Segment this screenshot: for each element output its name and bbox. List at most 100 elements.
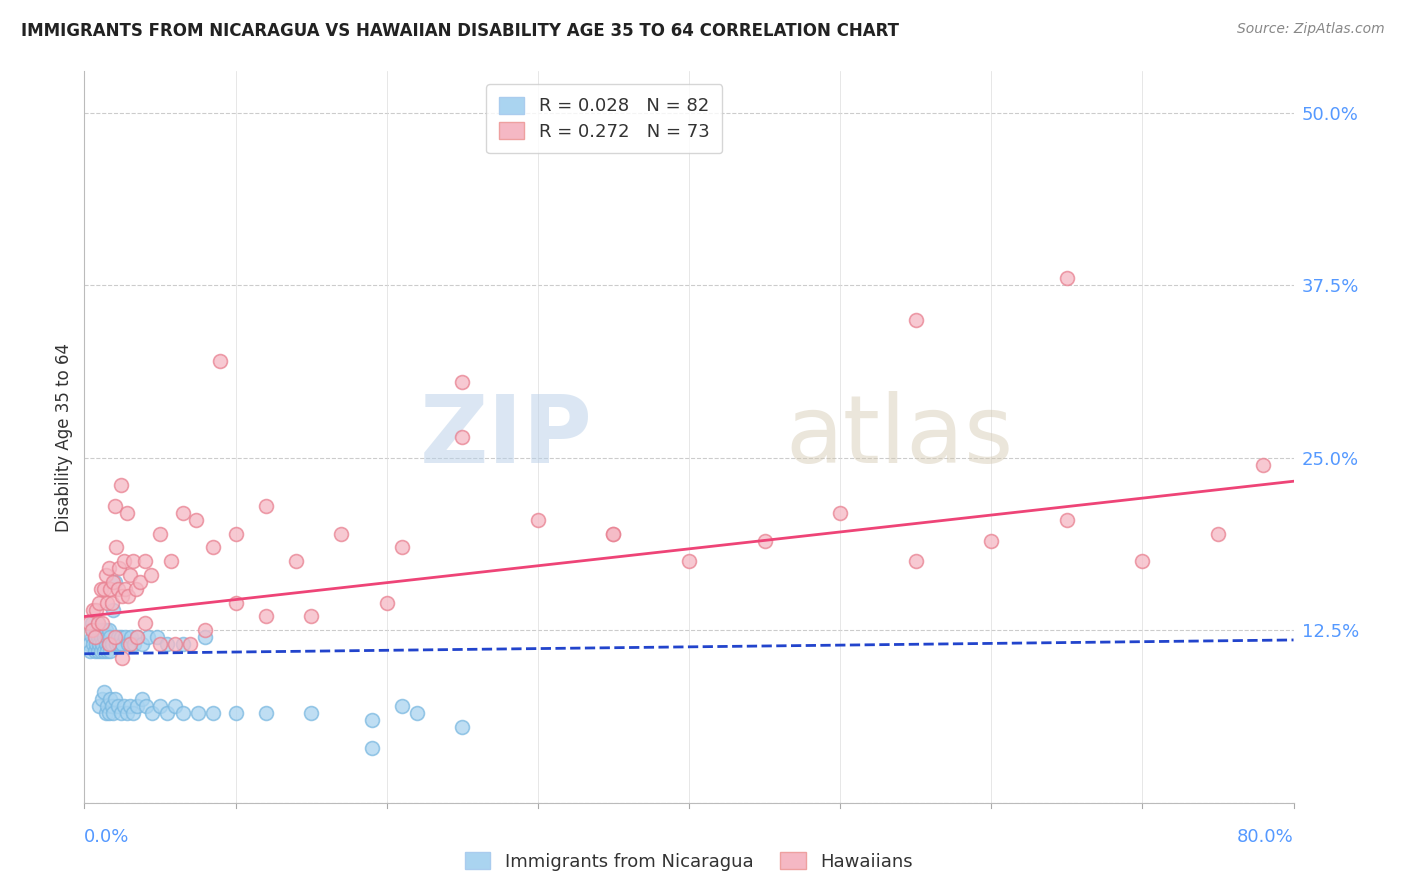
Point (1206, 526, 1229, 541)
Point (149, 526, 172, 541)
Point (89, 637, 111, 651)
Point (107, 630, 129, 644)
Point (97, 637, 120, 651)
Point (139, 568, 162, 582)
Point (406, 706, 429, 720)
Point (101, 706, 124, 720)
Y-axis label: Disability Age 35 to 64: Disability Age 35 to 64 (55, 343, 73, 532)
Point (98, 692, 121, 706)
Point (117, 589, 139, 603)
Point (111, 637, 134, 651)
Text: 80.0%: 80.0% (1237, 828, 1294, 846)
Point (87, 630, 110, 644)
Text: IMMIGRANTS FROM NICARAGUA VS HAWAIIAN DISABILITY AGE 35 TO 64 CORRELATION CHART: IMMIGRANTS FROM NICARAGUA VS HAWAIIAN DI… (21, 22, 898, 40)
Point (172, 706, 194, 720)
Point (149, 699, 172, 714)
Point (131, 692, 153, 706)
Point (187, 706, 209, 720)
Point (186, 513, 208, 527)
Point (112, 554, 135, 568)
Point (115, 506, 138, 520)
Point (89, 699, 111, 714)
Point (111, 651, 134, 665)
Point (904, 554, 927, 568)
Point (90, 630, 112, 644)
Point (135, 699, 157, 714)
Point (830, 506, 852, 520)
Point (391, 699, 413, 714)
Point (114, 630, 136, 644)
Point (254, 706, 277, 720)
Point (156, 706, 179, 720)
Point (114, 582, 136, 596)
Point (91, 616, 114, 631)
Point (101, 574, 124, 589)
Point (93, 582, 115, 596)
Point (96, 644, 118, 658)
Point (159, 554, 181, 568)
Point (110, 630, 132, 644)
Point (121, 554, 143, 568)
Point (93, 644, 115, 658)
Point (91, 692, 114, 706)
Point (136, 630, 159, 644)
Point (330, 526, 353, 541)
Point (104, 499, 127, 513)
Point (225, 706, 247, 720)
Point (360, 713, 382, 727)
Point (129, 574, 152, 589)
Point (146, 630, 169, 644)
Point (115, 706, 138, 720)
Point (97, 624, 120, 638)
Text: atlas: atlas (786, 391, 1014, 483)
Point (87, 616, 110, 631)
Point (127, 630, 149, 644)
Point (96, 630, 118, 644)
Point (108, 561, 131, 575)
Point (118, 568, 141, 582)
Point (96, 596, 118, 610)
Legend: Immigrants from Nicaragua, Hawaiians: Immigrants from Nicaragua, Hawaiians (458, 845, 920, 878)
Point (1251, 458, 1274, 472)
Point (94, 706, 117, 720)
Point (98, 582, 121, 596)
Point (84, 644, 107, 658)
Point (86, 637, 108, 651)
Point (194, 624, 217, 638)
Point (86, 602, 108, 616)
Point (1056, 513, 1078, 527)
Point (105, 541, 128, 555)
Point (104, 692, 127, 706)
Point (82, 637, 104, 651)
Point (90, 582, 112, 596)
Point (120, 630, 142, 644)
Point (82, 624, 104, 638)
Point (172, 506, 194, 520)
Point (97, 561, 120, 575)
Point (86, 624, 108, 638)
Point (82, 602, 104, 616)
Point (84, 630, 107, 644)
Point (131, 637, 153, 651)
Point (225, 526, 247, 541)
Point (678, 554, 700, 568)
Text: 0.0%: 0.0% (84, 828, 129, 846)
Point (80, 630, 103, 644)
Point (375, 596, 398, 610)
Point (163, 637, 186, 651)
Point (299, 609, 322, 624)
Point (91, 624, 114, 638)
Point (149, 637, 172, 651)
Point (451, 375, 474, 389)
Point (134, 554, 156, 568)
Point (96, 699, 118, 714)
Point (201, 541, 224, 555)
Point (107, 699, 129, 714)
Point (754, 533, 776, 548)
Point (194, 630, 217, 644)
Point (141, 706, 163, 720)
Point (101, 602, 124, 616)
Point (110, 706, 132, 720)
Point (254, 499, 277, 513)
Point (105, 637, 128, 651)
